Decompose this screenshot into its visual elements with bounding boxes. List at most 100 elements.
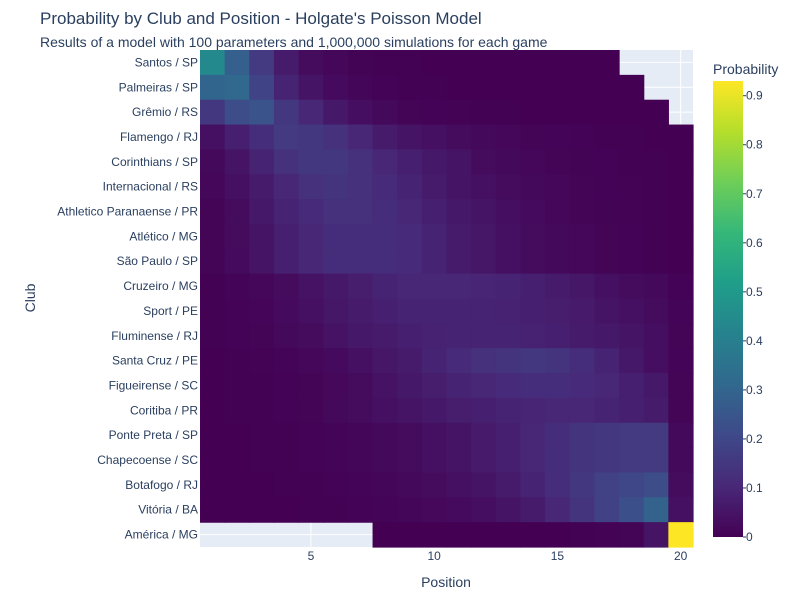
heatmap-cell: [545, 248, 571, 275]
club-label: Botafogo / RJ: [125, 478, 198, 492]
heatmap-cell: [249, 397, 275, 424]
heatmap-cell: [569, 124, 595, 150]
heatmap-cell: [200, 348, 226, 374]
heatmap-cell: [545, 522, 571, 548]
heatmap-cell: [668, 174, 694, 200]
heatmap-cell: [569, 74, 595, 101]
heatmap-cell: [545, 50, 571, 76]
heatmap-cell: [372, 273, 398, 300]
heatmap-cell: [446, 50, 472, 76]
colorbar-ticks: 0 0.1 0.2 0.3 0.4 0.5 0.6 0.7 0.8 0.9: [743, 89, 763, 544]
club-label: Grêmio / RS: [132, 105, 198, 119]
heatmap-cell: [520, 522, 546, 548]
heatmap-cell: [200, 397, 226, 424]
heatmap-cell: [446, 248, 472, 275]
colorbar-tick-label: 0.1: [746, 481, 763, 495]
heatmap-cell: [446, 273, 472, 300]
heatmap-cell: [594, 74, 620, 101]
heatmap-cell: [569, 50, 595, 76]
heatmap-cell: [668, 497, 694, 523]
heatmap-cell: [249, 74, 275, 101]
heatmap-cell: [594, 223, 620, 250]
heatmap-cell: [545, 447, 571, 474]
heatmap-cell: [273, 497, 300, 523]
heatmap-cell: [298, 248, 324, 275]
heatmap-cell: [273, 74, 300, 101]
heatmap-cell: [372, 373, 398, 399]
club-label: Sport / PE: [143, 304, 198, 318]
heatmap-cell: [668, 348, 694, 374]
club-label: Palmeiras / SP: [119, 80, 198, 94]
heatmap-cell: [495, 50, 522, 76]
heatmap-cell: [273, 447, 300, 474]
heatmap-cell: [323, 447, 349, 474]
heatmap-cell: [545, 422, 571, 449]
heatmap-cell: [520, 397, 546, 424]
heatmap-cell: [421, 273, 448, 300]
heatmap-cell: [594, 422, 620, 449]
heatmap-cell: [619, 447, 645, 474]
heatmap-cell: [619, 323, 645, 349]
heatmap-cell: [249, 223, 275, 250]
heatmap-cell: [495, 248, 522, 275]
chart-subtitle: Results of a model with 100 parameters a…: [40, 34, 548, 50]
heatmap-cell: [200, 497, 226, 523]
heatmap-cell: [323, 199, 349, 225]
heatmap-cell: [668, 124, 694, 150]
heatmap-cell: [545, 373, 571, 399]
heatmap-cell: [397, 447, 423, 474]
heatmap-cell: [446, 397, 472, 424]
heatmap-cell: [200, 149, 226, 175]
heatmap-cell: [619, 422, 645, 449]
heatmap-cell: [520, 223, 546, 250]
club-label: Flamengo / RJ: [120, 130, 198, 144]
heatmap-cell: [273, 323, 300, 349]
heatmap-cell: [446, 522, 472, 548]
club-label: Santa Cruz / PE: [112, 354, 198, 368]
heatmap-cell: [200, 447, 226, 474]
heatmap-cell: [471, 273, 497, 300]
heatmap-cell: [298, 348, 324, 374]
heatmap-cell: [668, 149, 694, 175]
heatmap-cell: [273, 273, 300, 300]
colorbar-tick-label: 0.9: [746, 89, 763, 103]
heatmap-cell: [273, 472, 300, 498]
heatmap-cell: [273, 223, 300, 250]
heatmap-cell: [372, 199, 398, 225]
heatmap-cell: [421, 223, 448, 250]
heatmap-cell: [619, 174, 645, 200]
x-tick-label: 15: [551, 549, 565, 563]
heatmap-cell: [273, 199, 300, 225]
colorbar-tick-label: 0.2: [746, 432, 763, 446]
heatmap-cell: [323, 422, 349, 449]
heatmap-cell: [520, 174, 546, 200]
heatmap-cell: [446, 124, 472, 150]
heatmap-cell: [397, 397, 423, 424]
heatmap-cell: [495, 74, 522, 101]
heatmap-cell: [594, 323, 620, 349]
heatmap-cell: [619, 149, 645, 175]
heatmap-cell: [298, 124, 324, 150]
heatmap-cell: [520, 199, 546, 225]
heatmap-cell: [323, 298, 349, 324]
heatmap-cell: [372, 422, 398, 449]
heatmap-cell: [471, 373, 497, 399]
heatmap-cell: [249, 248, 275, 275]
heatmap-cell: [619, 74, 645, 101]
heatmap-cell: [397, 124, 423, 150]
heatmap-cell: [520, 422, 546, 449]
heatmap-cell: [446, 348, 472, 374]
heatmap-cell: [471, 174, 497, 200]
heatmap-cell: [520, 472, 546, 498]
heatmap-cell: [495, 149, 522, 175]
heatmap-cell: [619, 273, 645, 300]
heatmap-cell: [224, 199, 250, 225]
heatmap-cell: [520, 298, 546, 324]
x-tick-labels: 5 10 15 20: [308, 549, 688, 563]
heatmap-cell: [619, 397, 645, 424]
heatmap-cell: [273, 298, 300, 324]
heatmap-cell: [446, 298, 472, 324]
heatmap-cell: [372, 174, 398, 200]
heatmap-cell: [668, 298, 694, 324]
heatmap-cell: [643, 447, 669, 474]
